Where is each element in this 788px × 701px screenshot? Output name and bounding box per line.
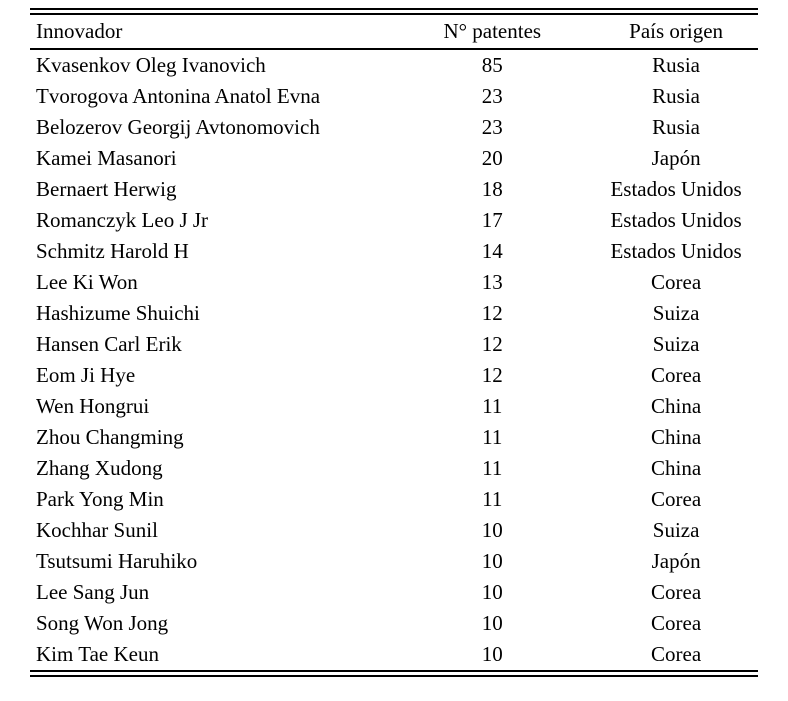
table-row: Lee Sang Jun 10 Corea [30, 577, 758, 608]
innovator-name: Song Won Jong [36, 611, 169, 635]
column-header-pais-origen: País origen [594, 11, 758, 50]
column-header-innovador: Innovador [30, 11, 391, 50]
table-row: Lee Ki Won 13 Corea [30, 267, 758, 298]
table-row: Schmitz Harold H 14 Estados Unidos [30, 236, 758, 267]
table-row: Park Yong Min 11 Corea [30, 484, 758, 515]
patent-count: 20 [481, 146, 503, 170]
patent-count: 11 [482, 394, 503, 418]
country-origin: China [651, 456, 702, 480]
patent-count: 11 [482, 487, 503, 511]
patent-count: 10 [481, 611, 503, 635]
country-origin: Japón [651, 549, 701, 573]
innovator-name: Kochhar Sunil [36, 518, 158, 542]
country-origin: Corea [651, 270, 702, 294]
patent-count: 14 [481, 239, 503, 263]
innovator-name: Schmitz Harold H [36, 239, 189, 263]
patent-table-page: Innovador N° patentes País origen Kvasen… [30, 8, 758, 677]
table-row: Zhang Xudong 11 China [30, 453, 758, 484]
innovator-name: Eom Ji Hye [36, 363, 136, 387]
table-row: Hansen Carl Erik 12 Suiza [30, 329, 758, 360]
table-body: Kvasenkov Oleg Ivanovich 85 Rusia Tvorogova… [30, 49, 758, 674]
country-origin: Suiza [652, 518, 700, 542]
innovator-name: Romanczyk Leo J Jr [36, 208, 209, 232]
table-row: Bernaert Herwig 18 Estados Unidos [30, 174, 758, 205]
table-row: Kim Tae Keun 10 Corea [30, 639, 758, 674]
country-origin: Suiza [652, 301, 700, 325]
patent-count: 23 [481, 115, 503, 139]
table-row: Tvorogova Antonina Anatol Evna 23 Rusia [30, 81, 758, 112]
table-row: Song Won Jong 10 Corea [30, 608, 758, 639]
table-row: Eom Ji Hye 12 Corea [30, 360, 758, 391]
patent-count: 23 [481, 84, 503, 108]
country-origin: Corea [651, 611, 702, 635]
country-origin: China [651, 425, 702, 449]
innovator-name: Kvasenkov Oleg Ivanovich [36, 53, 266, 77]
patent-count: 10 [481, 642, 503, 666]
patent-count: 85 [481, 53, 503, 77]
table-row: Wen Hongrui 11 China [30, 391, 758, 422]
country-origin: Rusia [652, 53, 701, 77]
table-row: Tsutsumi Haruhiko 10 Japón [30, 546, 758, 577]
patent-count: 12 [481, 363, 503, 387]
innovator-name: Kim Tae Keun [36, 642, 159, 666]
patent-count: 10 [481, 518, 503, 542]
country-origin: Corea [651, 363, 702, 387]
table-row: Romanczyk Leo J Jr 17 Estados Unidos [30, 205, 758, 236]
innovators-patents-table: Innovador N° patentes País origen Kvasen… [30, 8, 758, 677]
country-origin: Corea [651, 642, 702, 666]
country-origin: China [651, 394, 702, 418]
table-row: Kochhar Sunil 10 Suiza [30, 515, 758, 546]
table-row: Kamei Masanori 20 Japón [30, 143, 758, 174]
country-origin: Suiza [652, 332, 700, 356]
innovator-name: Lee Ki Won [36, 270, 138, 294]
patent-count: 11 [482, 456, 503, 480]
table-header: Innovador N° patentes País origen [30, 11, 758, 50]
patent-count: 13 [481, 270, 503, 294]
table-row: Kvasenkov Oleg Ivanovich 85 Rusia [30, 49, 758, 81]
innovator-name: Hashizume Shuichi [36, 301, 200, 325]
patent-count: 12 [481, 332, 503, 356]
innovator-name: Kamei Masanori [36, 146, 177, 170]
table-row: Zhou Changming 11 China [30, 422, 758, 453]
header-row: Innovador N° patentes País origen [30, 11, 758, 50]
table-row: Hashizume Shuichi 12 Suiza [30, 298, 758, 329]
patent-count: 10 [481, 549, 503, 573]
country-origin: Rusia [652, 115, 701, 139]
innovator-name: Zhou Changming [36, 425, 184, 449]
innovator-name: Hansen Carl Erik [36, 332, 182, 356]
innovator-name: Lee Sang Jun [36, 580, 150, 604]
innovator-name: Bernaert Herwig [36, 177, 177, 201]
innovator-name: Wen Hongrui [36, 394, 150, 418]
table-row: Belozerov Georgij Avtonomovich 23 Rusia [30, 112, 758, 143]
patent-count: 11 [482, 425, 503, 449]
patent-count: 18 [481, 177, 503, 201]
patent-count: 10 [481, 580, 503, 604]
column-header-num-patentes: N° patentes [390, 11, 595, 50]
country-origin: Estados Unidos [610, 239, 742, 263]
country-origin: Corea [651, 580, 702, 604]
country-origin: Japón [651, 146, 701, 170]
country-origin: Corea [651, 487, 702, 511]
innovator-name: Zhang Xudong [36, 456, 163, 480]
country-origin: Estados Unidos [610, 177, 742, 201]
patent-count: 12 [481, 301, 503, 325]
innovator-name: Tvorogova Antonina Anatol Evna [36, 84, 321, 108]
country-origin: Rusia [652, 84, 701, 108]
innovator-name: Tsutsumi Haruhiko [36, 549, 198, 573]
country-origin: Estados Unidos [610, 208, 742, 232]
innovator-name: Park Yong Min [36, 487, 164, 511]
patent-count: 17 [481, 208, 503, 232]
innovator-name: Belozerov Georgij Avtonomovich [36, 115, 320, 139]
